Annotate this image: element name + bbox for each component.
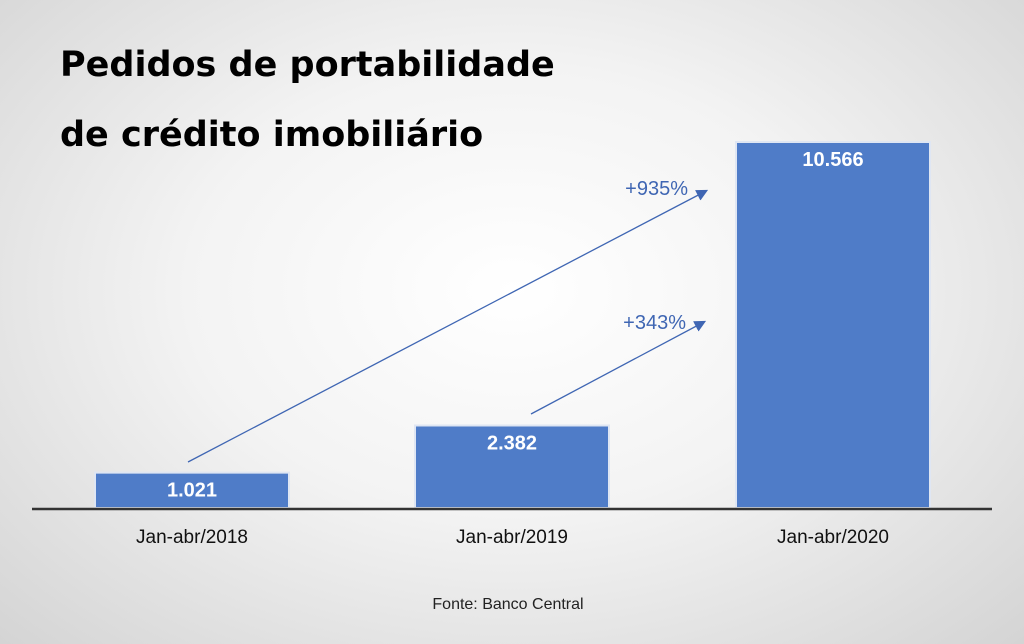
chart-title-line-1: Pedidos de portabilidade: [60, 45, 555, 85]
bar-0: [94, 471, 290, 509]
bar-value-label: 1.021: [167, 480, 217, 502]
annotation-label-343: +343%: [623, 312, 686, 334]
bar-value-label: 2.382: [487, 432, 537, 454]
bar-1: [414, 424, 610, 509]
chart-title-line-2: de crédito imobiliário: [60, 115, 483, 155]
annotation-label-935: +935%: [625, 178, 688, 200]
bar-2: [735, 141, 931, 509]
bar-value-label: 10.566: [802, 149, 863, 171]
x-tick-label: Jan-abr/2019: [456, 527, 568, 548]
x-tick-label: Jan-abr/2020: [777, 527, 889, 548]
source-note: Fonte: Banco Central: [432, 596, 583, 613]
annotation-arrow-935: [187, 189, 709, 463]
x-tick-label: Jan-abr/2018: [136, 527, 248, 548]
annotation-arrow-343: [530, 320, 707, 415]
